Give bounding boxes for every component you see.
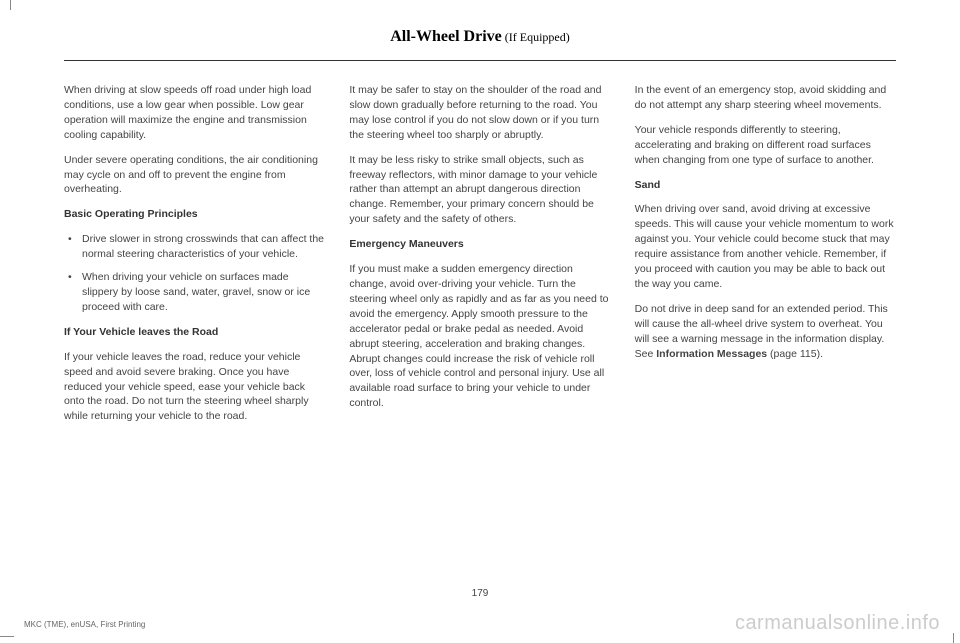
list-item: Drive slower in strong crosswinds that c… xyxy=(64,232,325,262)
body-paragraph: If you must make a sudden emergency dire… xyxy=(349,262,610,411)
page-number: 179 xyxy=(0,588,960,599)
body-paragraph: Your vehicle responds differently to ste… xyxy=(635,123,896,168)
body-paragraph: It may be less risky to strike small obj… xyxy=(349,153,610,228)
crop-mark xyxy=(0,636,14,637)
text-span: (page 115). xyxy=(767,348,823,360)
footer-left: MKC (TME), enUSA, First Printing xyxy=(24,620,145,629)
column-1: When driving at slow speeds off road und… xyxy=(64,83,325,434)
watermark: carmanualsonline.info xyxy=(735,612,940,635)
column-2: It may be safer to stay on the shoulder … xyxy=(349,83,610,434)
crop-mark xyxy=(10,0,11,10)
body-paragraph: Do not drive in deep sand for an extende… xyxy=(635,302,896,362)
column-3: In the event of an emergency stop, avoid… xyxy=(635,83,896,434)
body-paragraph: If your vehicle leaves the road, reduce … xyxy=(64,350,325,425)
content-area: When driving at slow speeds off road und… xyxy=(0,61,960,434)
body-paragraph: Under severe operating conditions, the a… xyxy=(64,153,325,198)
bullet-list: Drive slower in strong crosswinds that c… xyxy=(64,232,325,315)
body-paragraph: In the event of an emergency stop, avoid… xyxy=(635,83,896,113)
body-paragraph: When driving over sand, avoid driving at… xyxy=(635,202,896,291)
page-header: All-Wheel Drive (If Equipped) xyxy=(0,0,960,54)
page-title: All-Wheel Drive xyxy=(390,28,502,45)
section-heading: Emergency Maneuvers xyxy=(349,237,610,252)
page-subtitle: (If Equipped) xyxy=(502,30,570,44)
section-heading: Sand xyxy=(635,178,896,193)
list-item: When driving your vehicle on surfaces ma… xyxy=(64,270,325,315)
crop-mark xyxy=(953,633,954,643)
section-heading: If Your Vehicle leaves the Road xyxy=(64,325,325,340)
body-paragraph: It may be safer to stay on the shoulder … xyxy=(349,83,610,143)
section-heading: Basic Operating Principles xyxy=(64,207,325,222)
body-paragraph: When driving at slow speeds off road und… xyxy=(64,83,325,143)
cross-reference: Information Messages xyxy=(656,348,767,360)
